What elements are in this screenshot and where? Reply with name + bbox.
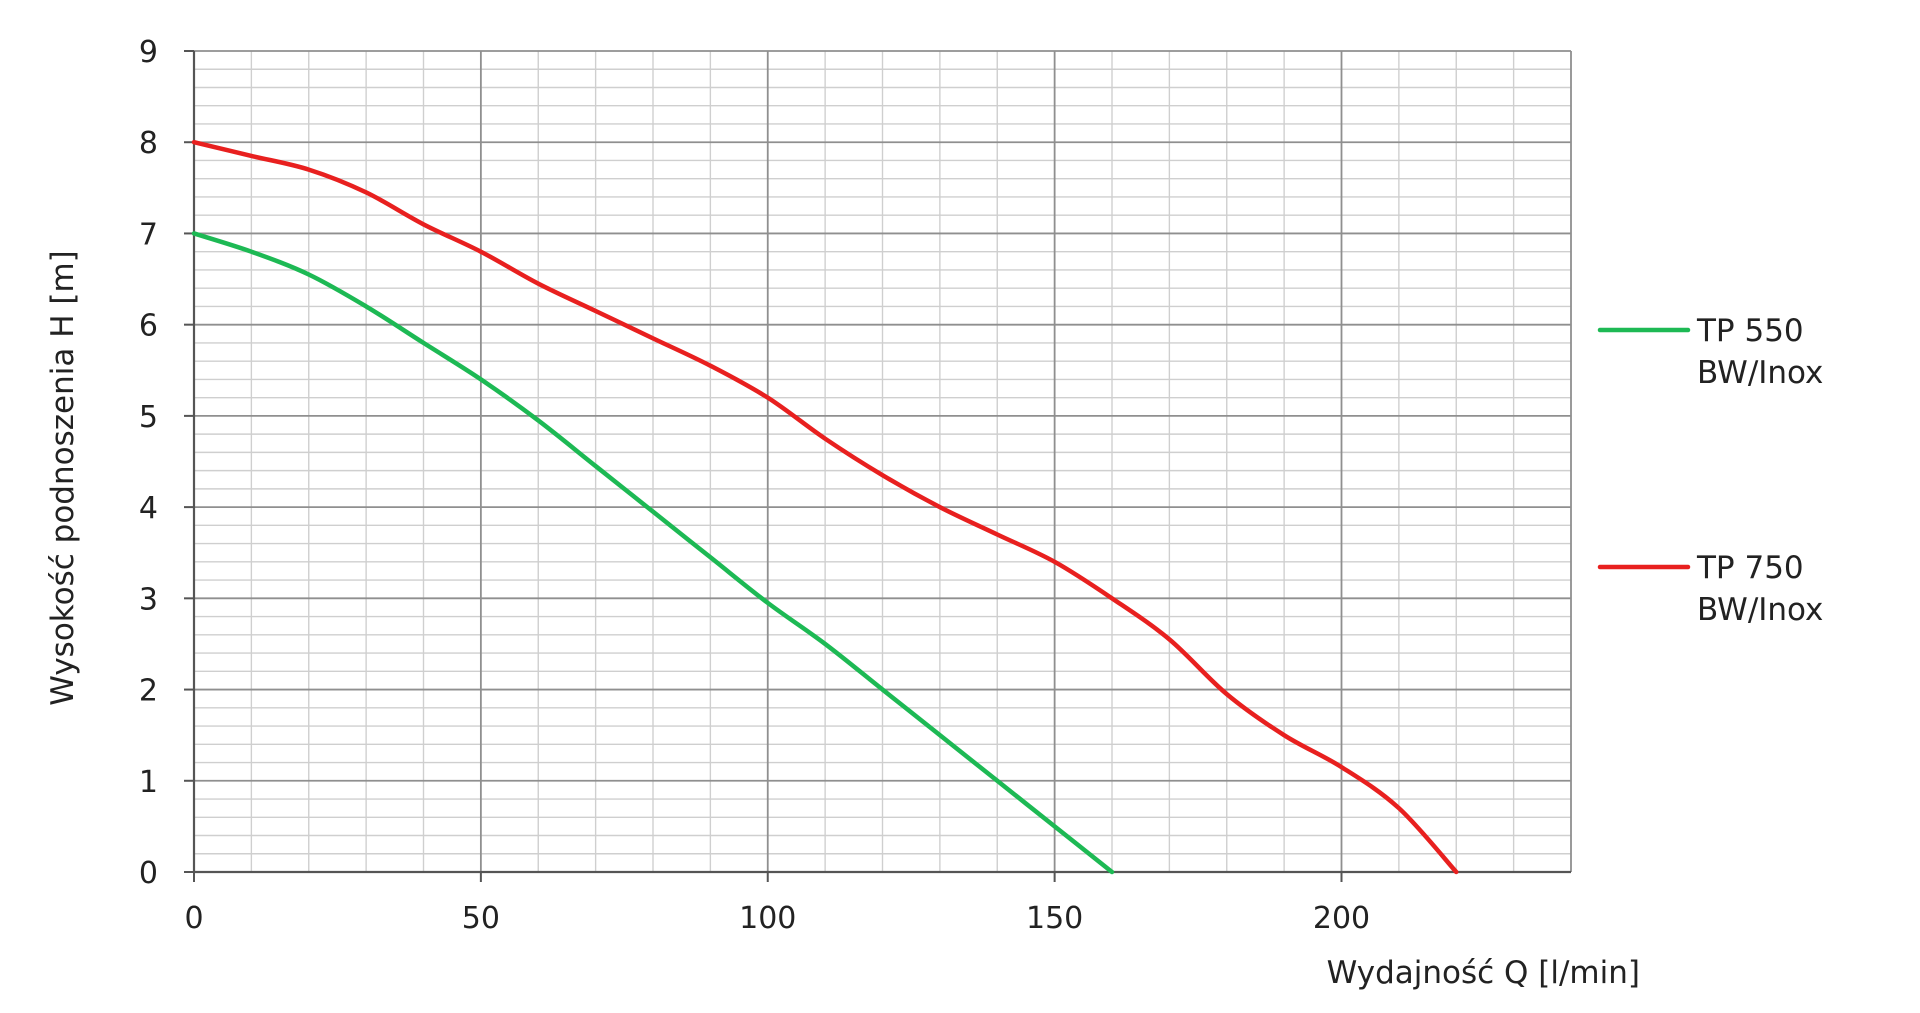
series-line-2 (191, 139, 1459, 875)
x-tick-label: 150 (1026, 901, 1083, 936)
y-tick-label: 0 (139, 856, 158, 891)
major-gridlines (194, 51, 1571, 872)
legend-label-1: TP 550 (1696, 313, 1804, 349)
y-tick-label: 9 (139, 35, 158, 70)
y-axis-ticks: 0 1 2 3 4 5 6 7 8 9 (139, 35, 194, 891)
legend-label-2: BW/Inox (1697, 592, 1823, 628)
series-line-1 (191, 231, 1115, 875)
y-tick-label: 6 (139, 309, 158, 344)
series-lines (191, 139, 1459, 875)
y-tick-label: 7 (139, 217, 158, 252)
y-tick-label: 2 (139, 674, 158, 709)
legend-label-2: TP 750 (1696, 550, 1804, 586)
legend: TP 550 BW/Inox TP 750 BW/Inox (1597, 313, 1823, 628)
y-axis-label: Wysokość podnoszenia H [m] (45, 250, 81, 706)
x-tick-label: 0 (184, 901, 203, 936)
y-tick-label: 3 (139, 582, 158, 617)
y-tick-label: 8 (139, 126, 158, 161)
y-tick-label: 4 (139, 491, 158, 526)
x-axis-label: Wydajność Q [l/min] (1327, 955, 1640, 991)
x-tick-label: 50 (462, 901, 500, 936)
x-tick-label: 200 (1313, 901, 1370, 936)
minor-gridlines (194, 51, 1571, 872)
x-axis-ticks: 0 50 100 150 200 (184, 872, 1370, 936)
legend-label-1: BW/Inox (1697, 355, 1823, 391)
x-tick-label: 100 (739, 901, 796, 936)
y-tick-label: 5 (139, 400, 158, 435)
y-tick-label: 1 (139, 765, 158, 800)
